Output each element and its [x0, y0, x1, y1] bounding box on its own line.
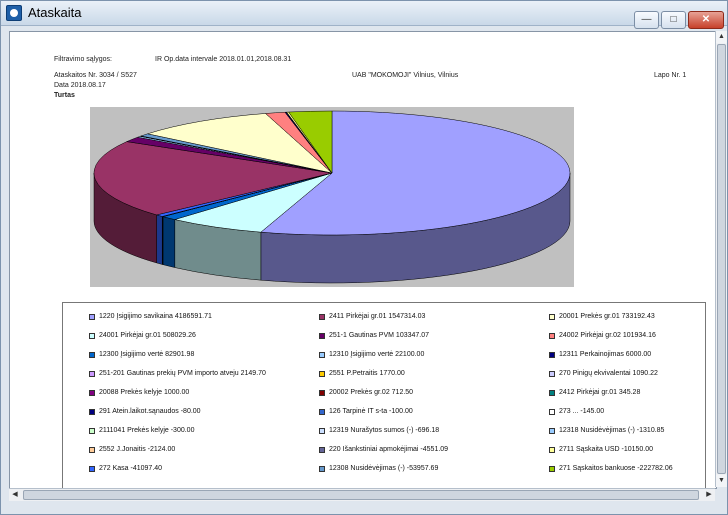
legend-swatch [549, 390, 555, 396]
close-button[interactable]: ✕ [688, 11, 724, 29]
scroll-up-button[interactable]: ▲ [716, 31, 727, 43]
legend-label: 273 ... -145.00 [559, 408, 605, 415]
legend-swatch [549, 352, 555, 358]
company-name: UAB "MOKOMOJI" Vilnius, Vilnius [352, 72, 459, 79]
legend-label: 12318 Nusidėvėjimas (-) -1310.85 [559, 427, 665, 434]
legend-swatch [319, 333, 325, 339]
legend-swatch [549, 428, 555, 434]
legend-label: 24001 Pirkėjai gr.01 508029.26 [99, 332, 196, 339]
legend-swatch [319, 371, 325, 377]
report-date: Data 2018.08.17 [54, 82, 106, 89]
legend-label: 2551 P.Petraitis 1770.00 [329, 370, 405, 377]
legend-label: 2111041 Prekės kelyje -300.00 [99, 427, 195, 434]
legend-swatch [549, 333, 555, 339]
legend-swatch [89, 390, 95, 396]
legend-swatch [89, 409, 95, 415]
legend-label: 1220 Įsigijimo savikaina 4186591.71 [99, 313, 212, 320]
window-title: Ataskaita [28, 5, 82, 20]
pie-slice-side [156, 214, 163, 265]
legend-label: 20088 Prekės kelyje 1000.00 [99, 389, 190, 396]
app-icon [6, 5, 22, 21]
legend-swatch [89, 371, 95, 377]
legend-swatch [319, 466, 325, 472]
legend-label: 291 Atein.laikot.sąnaudos -80.00 [99, 408, 201, 415]
legend-swatch [319, 447, 325, 453]
legend-swatch [549, 466, 555, 472]
horizontal-scroll-thumb[interactable] [23, 490, 699, 500]
maximize-button[interactable]: □ [661, 11, 686, 29]
legend-label: 12308 Nusidėvėjimas (-) -53957.69 [329, 465, 439, 472]
legend-label: 271 Sąskaitos bankuose -222782.06 [559, 465, 673, 472]
legend-swatch [319, 390, 325, 396]
legend-swatch [319, 409, 325, 415]
page-number: Lapo Nr. 1 [654, 72, 687, 79]
legend-label: 270 Pinigų ekvivalentai 1090.22 [559, 370, 658, 377]
pie-slice [288, 110, 333, 174]
legend-label: 12311 Perkainojimas 6000.00 [559, 351, 652, 358]
report-page: Filtravimo sąlygos: IR Op.data intervale… [9, 31, 717, 489]
filter-label: Filtravimo sąlygos: [54, 56, 112, 63]
legend-label: 20001 Prekės gr.01 733192.43 [559, 313, 655, 320]
pie-slice [260, 110, 571, 236]
legend-swatch [89, 428, 95, 434]
pie-slice [146, 113, 333, 174]
vertical-scroll-thumb[interactable] [717, 44, 726, 474]
pie-chart [93, 110, 571, 284]
legend-label: 12300 Įsigijimo vertė 82901.98 [99, 351, 195, 358]
legend-label: 2411 Pirkėjai gr.01 1547314.03 [329, 313, 426, 320]
legend-label: 2711 Sąskaita USD -10150.00 [559, 446, 654, 453]
pie-slice-side [162, 216, 176, 268]
legend-swatch [89, 447, 95, 453]
report-number: Ataskaitos Nr. 3034 / S527 [54, 72, 137, 79]
scroll-down-button[interactable]: ▼ [716, 475, 727, 487]
legend-label: 24002 Pirkėjai gr.02 101934.16 [559, 332, 656, 339]
legend-swatch [549, 447, 555, 453]
legend-label: 220 Išankstiniai apmokėjimai -4551.09 [329, 446, 449, 453]
legend-label: 251-201 Gautinas prekių PVM importo atve… [99, 370, 266, 377]
pie-slice [93, 141, 333, 216]
legend-swatch [549, 409, 555, 415]
legend-swatch [319, 428, 325, 434]
legend-swatch [319, 314, 325, 320]
scroll-left-button[interactable]: ◀ [12, 491, 18, 498]
legend-label: 20002 Prekės gr.02 712.50 [329, 389, 414, 396]
filter-value: IR Op.data intervale 2018.01.01,2018.08.… [155, 56, 292, 63]
legend-label: 272 Kasa -41097.40 [99, 465, 163, 472]
legend-swatch [549, 314, 555, 320]
section-title: Turtas [54, 92, 75, 99]
minimize-button[interactable]: — [634, 11, 659, 29]
title-bar[interactable]: Ataskaita [1, 1, 727, 26]
legend-swatch [89, 333, 95, 339]
chart-legend: 1220 Įsigijimo savikaina 4186591.71 2411 … [62, 302, 706, 488]
vertical-scrollbar[interactable]: ▲ ▼ [715, 31, 727, 487]
legend-label: 2412 Pirkėjai gr.01 345.28 [559, 389, 641, 396]
scroll-right-button[interactable]: ▶ [706, 491, 712, 498]
legend-label: 2552 J.Jonaitis -2124.00 [99, 446, 176, 453]
pie-chart-area [90, 107, 574, 287]
legend-swatch [549, 371, 555, 377]
legend-swatch [319, 352, 325, 358]
horizontal-scrollbar[interactable]: ◀ ▶ [9, 488, 715, 501]
legend-swatch [89, 314, 95, 320]
legend-swatch [89, 466, 95, 472]
legend-swatch [89, 352, 95, 358]
legend-label: 12310 Įsigijimo vertė 22100.00 [329, 351, 425, 358]
legend-label: 12319 Nurašytos sumos (-) -696.18 [329, 427, 440, 434]
legend-label: 126 Tarpinė IT s-ta -100.00 [329, 408, 413, 415]
legend-label: 251-1 Gautinas PVM 103347.07 [329, 332, 430, 339]
